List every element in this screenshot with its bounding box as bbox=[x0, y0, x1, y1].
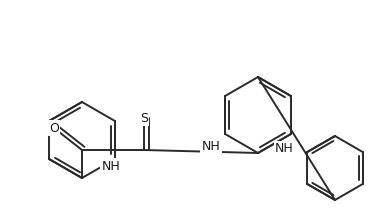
Text: NH: NH bbox=[202, 140, 220, 153]
Text: NH: NH bbox=[102, 159, 120, 173]
Text: NH: NH bbox=[275, 142, 294, 155]
Text: O: O bbox=[49, 122, 59, 134]
Text: S: S bbox=[140, 111, 148, 124]
